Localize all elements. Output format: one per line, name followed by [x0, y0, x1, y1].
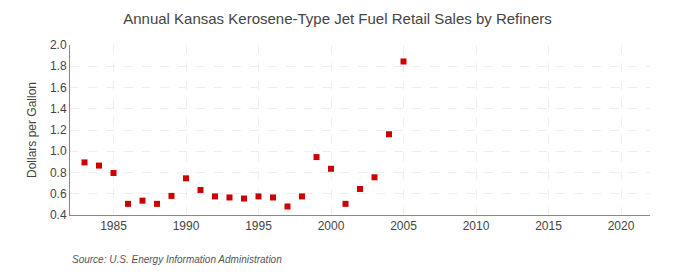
svg-text:Annual Kansas Kerosene-Type Je: Annual Kansas Kerosene-Type Jet Fuel Ret… [123, 10, 552, 27]
svg-text:0.8: 0.8 [50, 166, 67, 180]
svg-text:Source: U.S. Energy Informatio: Source: U.S. Energy Information Administ… [72, 254, 282, 265]
svg-text:1.8: 1.8 [50, 59, 67, 73]
svg-text:1995: 1995 [245, 219, 272, 233]
svg-text:2020: 2020 [608, 219, 635, 233]
svg-text:1985: 1985 [100, 219, 127, 233]
svg-text:2015: 2015 [535, 219, 562, 233]
svg-text:2005: 2005 [390, 219, 417, 233]
svg-text:1990: 1990 [173, 219, 200, 233]
svg-text:2.0: 2.0 [50, 38, 67, 52]
svg-text:1.0: 1.0 [50, 144, 67, 158]
svg-text:2010: 2010 [463, 219, 490, 233]
svg-text:0.6: 0.6 [50, 187, 67, 201]
svg-text:0.4: 0.4 [50, 208, 67, 222]
svg-text:1.6: 1.6 [50, 81, 67, 95]
svg-text:2000: 2000 [318, 219, 345, 233]
svg-text:1.4: 1.4 [50, 102, 67, 116]
svg-text:Dollars per Gallon: Dollars per Gallon [25, 82, 39, 178]
svg-text:1.2: 1.2 [50, 123, 67, 137]
